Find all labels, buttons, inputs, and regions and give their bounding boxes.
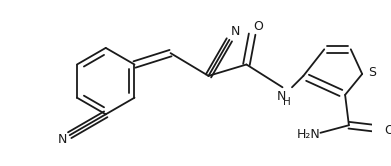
Text: O: O [384,124,391,137]
Text: N: N [57,133,67,146]
Text: N: N [277,90,286,103]
Text: H₂N: H₂N [297,128,321,141]
Text: S: S [368,66,376,79]
Text: O: O [253,20,263,33]
Text: H: H [283,97,291,107]
Text: N: N [230,25,240,38]
